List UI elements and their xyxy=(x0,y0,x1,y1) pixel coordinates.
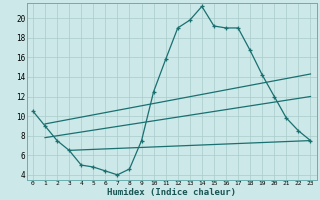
X-axis label: Humidex (Indice chaleur): Humidex (Indice chaleur) xyxy=(107,188,236,197)
